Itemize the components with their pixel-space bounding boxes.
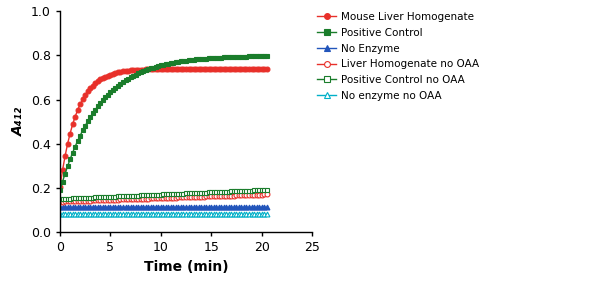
No enzyme no OAA: [205, 212, 212, 216]
Y-axis label: A₄₁₂: A₄₁₂: [11, 107, 25, 136]
Positive Control no OAA: [205, 191, 212, 194]
No Enzyme: [86, 205, 94, 208]
No enzyme no OAA: [86, 212, 94, 216]
Positive Control: [205, 57, 212, 60]
Liver Homogenate no OAA: [56, 200, 64, 203]
Line: No Enzyme: No Enzyme: [58, 204, 269, 209]
Positive Control: [99, 98, 106, 102]
No Enzyme: [263, 205, 270, 208]
No enzyme no OAA: [99, 212, 106, 216]
Positive Control no OAA: [218, 190, 225, 194]
Mouse Liver Homogenate: [218, 67, 225, 70]
Line: Mouse Liver Homogenate: Mouse Liver Homogenate: [58, 66, 269, 189]
No Enzyme: [205, 205, 212, 208]
No enzyme no OAA: [56, 212, 64, 216]
Positive Control no OAA: [86, 196, 94, 199]
Positive Control no OAA: [69, 197, 76, 200]
No Enzyme: [56, 205, 64, 208]
Positive Control: [180, 59, 187, 63]
Legend: Mouse Liver Homogenate, Positive Control, No Enzyme, Liver Homogenate no OAA, Po: Mouse Liver Homogenate, Positive Control…: [317, 12, 479, 101]
Mouse Liver Homogenate: [180, 67, 187, 70]
Positive Control: [263, 54, 270, 58]
No enzyme no OAA: [180, 212, 187, 216]
Mouse Liver Homogenate: [86, 87, 94, 90]
Liver Homogenate no OAA: [218, 194, 225, 198]
Positive Control no OAA: [99, 195, 106, 199]
No Enzyme: [218, 205, 225, 208]
Liver Homogenate no OAA: [86, 199, 94, 202]
Positive Control: [69, 151, 76, 155]
Mouse Liver Homogenate: [56, 185, 64, 188]
Line: Liver Homogenate no OAA: Liver Homogenate no OAA: [58, 192, 269, 204]
No Enzyme: [69, 205, 76, 208]
Liver Homogenate no OAA: [99, 198, 106, 202]
Positive Control: [56, 188, 64, 192]
No enzyme no OAA: [69, 212, 76, 216]
Positive Control no OAA: [56, 197, 64, 201]
Mouse Liver Homogenate: [205, 67, 212, 70]
Liver Homogenate no OAA: [263, 193, 270, 196]
Liver Homogenate no OAA: [69, 200, 76, 203]
Positive Control: [86, 115, 94, 119]
Liver Homogenate no OAA: [205, 195, 212, 198]
No enzyme no OAA: [263, 212, 270, 216]
Line: Positive Control no OAA: Positive Control no OAA: [58, 187, 269, 201]
X-axis label: Time (min): Time (min): [143, 260, 229, 274]
Line: No enzyme no OAA: No enzyme no OAA: [58, 211, 269, 216]
Positive Control: [218, 56, 225, 59]
No Enzyme: [99, 205, 106, 208]
Mouse Liver Homogenate: [99, 76, 106, 80]
Positive Control no OAA: [180, 192, 187, 195]
Liver Homogenate no OAA: [180, 196, 187, 199]
Mouse Liver Homogenate: [69, 123, 76, 126]
Positive Control no OAA: [263, 188, 270, 192]
No enzyme no OAA: [218, 212, 225, 216]
No Enzyme: [180, 205, 187, 208]
Mouse Liver Homogenate: [263, 67, 270, 70]
Line: Positive Control: Positive Control: [58, 54, 269, 192]
